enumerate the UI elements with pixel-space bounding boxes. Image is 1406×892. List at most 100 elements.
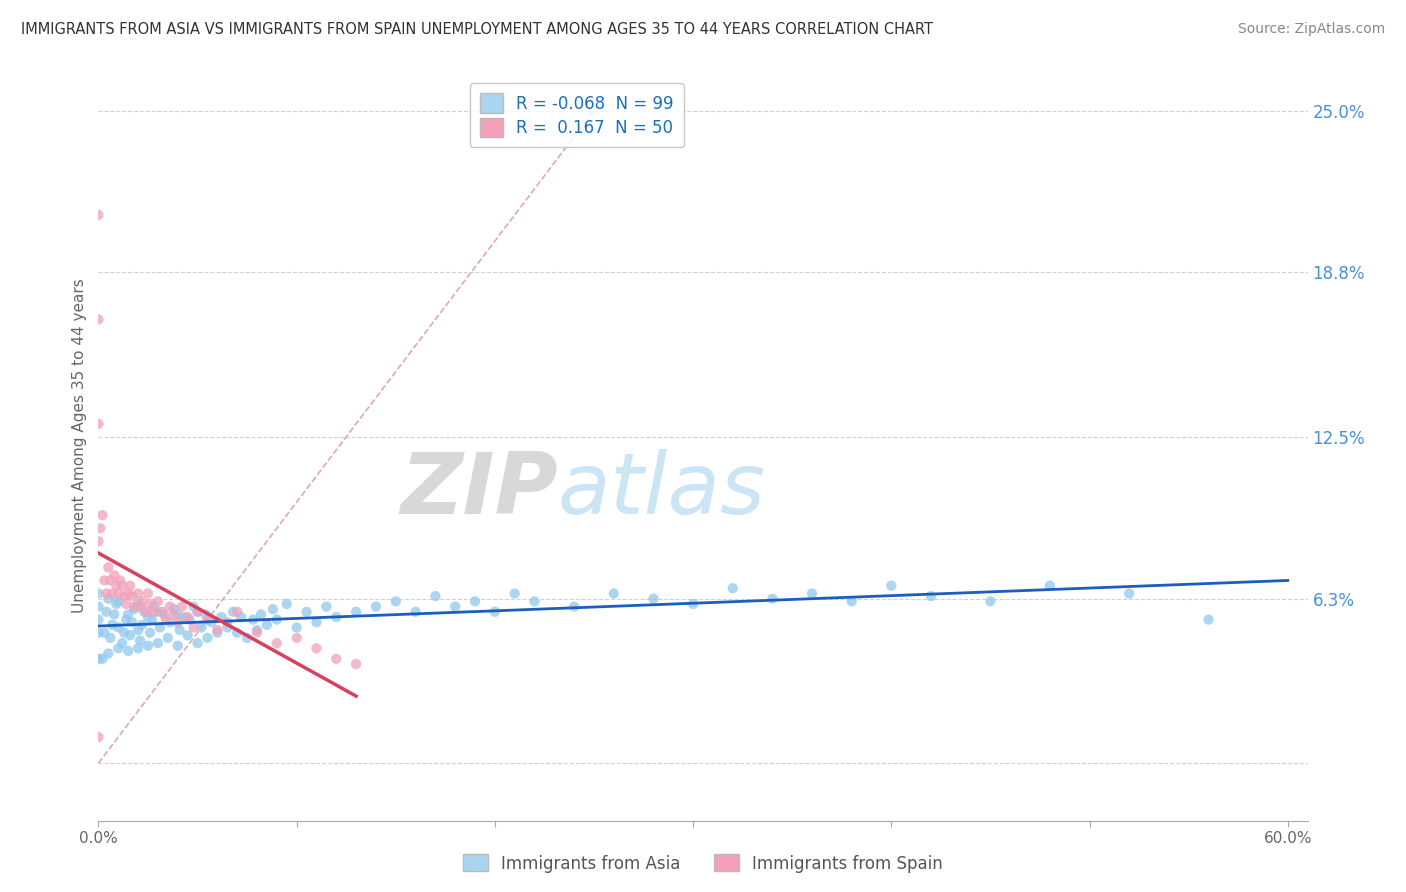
Point xyxy=(166,639,188,653)
Legend: Immigrants from Asia, Immigrants from Spain: Immigrants from Asia, Immigrants from Sp… xyxy=(457,847,949,880)
Point xyxy=(107,586,129,600)
Point xyxy=(149,620,172,634)
Point xyxy=(117,644,139,658)
Point xyxy=(246,625,269,640)
Point xyxy=(801,586,824,600)
Point xyxy=(146,636,169,650)
Point xyxy=(325,652,347,666)
Text: ZIP: ZIP xyxy=(401,450,558,533)
Point xyxy=(136,639,159,653)
Point xyxy=(217,615,239,630)
Point xyxy=(105,579,128,593)
Point xyxy=(163,607,186,622)
Point xyxy=(159,599,181,614)
Point xyxy=(236,631,259,645)
Point xyxy=(107,594,129,608)
Point xyxy=(1039,579,1062,593)
Point xyxy=(141,613,163,627)
Point xyxy=(87,586,110,600)
Point xyxy=(1118,586,1140,600)
Point xyxy=(176,610,198,624)
Point xyxy=(325,610,347,624)
Point xyxy=(344,605,367,619)
Point xyxy=(121,589,143,603)
Point xyxy=(103,607,125,622)
Point xyxy=(209,610,232,624)
Point xyxy=(96,586,118,600)
Point xyxy=(131,594,153,608)
Point xyxy=(101,586,124,600)
Point xyxy=(129,599,152,614)
Point xyxy=(841,594,863,608)
Point xyxy=(276,597,298,611)
Point xyxy=(186,605,208,619)
Point xyxy=(179,613,201,627)
Point xyxy=(217,620,239,634)
Point xyxy=(139,625,162,640)
Point xyxy=(405,605,427,619)
Point xyxy=(96,605,118,619)
Point xyxy=(97,560,120,574)
Point xyxy=(87,599,110,614)
Point xyxy=(142,605,165,619)
Point xyxy=(89,521,111,535)
Point xyxy=(464,594,486,608)
Point xyxy=(231,610,253,624)
Point xyxy=(880,579,903,593)
Point xyxy=(197,613,219,627)
Point xyxy=(761,591,783,606)
Point xyxy=(117,607,139,622)
Point xyxy=(129,633,152,648)
Point xyxy=(87,534,110,549)
Point xyxy=(115,613,138,627)
Point xyxy=(425,589,447,603)
Point xyxy=(173,610,195,624)
Point xyxy=(285,631,308,645)
Point xyxy=(484,605,506,619)
Point xyxy=(127,586,149,600)
Point xyxy=(920,589,942,603)
Point xyxy=(127,641,149,656)
Point xyxy=(200,615,222,630)
Point xyxy=(222,605,245,619)
Point xyxy=(153,607,176,622)
Point xyxy=(115,597,138,611)
Point xyxy=(111,579,134,593)
Point xyxy=(105,597,128,611)
Point xyxy=(186,605,208,619)
Point xyxy=(166,615,188,630)
Point xyxy=(146,605,169,619)
Point xyxy=(603,586,626,600)
Point xyxy=(207,625,229,640)
Point xyxy=(194,607,217,622)
Point xyxy=(87,208,110,222)
Point xyxy=(132,605,155,619)
Point xyxy=(226,605,249,619)
Point xyxy=(146,594,169,608)
Point xyxy=(523,594,546,608)
Point xyxy=(682,597,704,611)
Point xyxy=(295,605,318,619)
Point xyxy=(344,657,367,671)
Point xyxy=(107,641,129,656)
Point xyxy=(127,597,149,611)
Point xyxy=(503,586,526,600)
Point xyxy=(266,613,288,627)
Point xyxy=(111,636,134,650)
Point xyxy=(183,599,205,614)
Point xyxy=(87,652,110,666)
Point xyxy=(127,623,149,637)
Point xyxy=(121,615,143,630)
Y-axis label: Unemployment Among Ages 35 to 44 years: Unemployment Among Ages 35 to 44 years xyxy=(72,278,87,614)
Point xyxy=(136,586,159,600)
Point xyxy=(226,625,249,640)
Point xyxy=(166,607,188,622)
Point xyxy=(979,594,1001,608)
Point xyxy=(285,620,308,634)
Point xyxy=(135,605,157,619)
Point xyxy=(87,625,110,640)
Point xyxy=(87,613,110,627)
Point xyxy=(91,652,114,666)
Point xyxy=(364,599,387,614)
Point xyxy=(169,623,191,637)
